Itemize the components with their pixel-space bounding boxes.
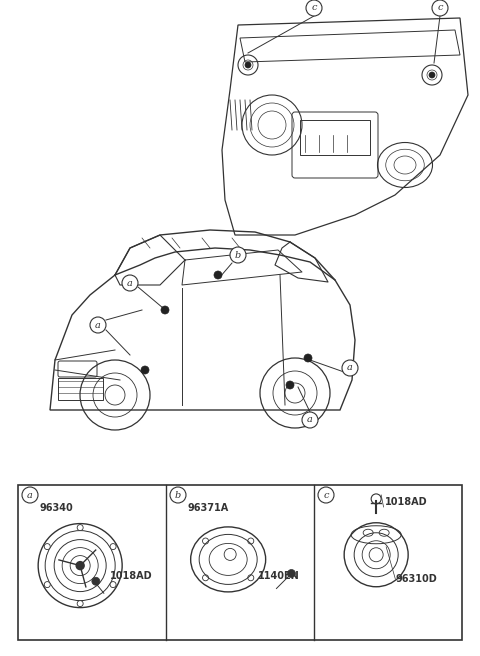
Text: 1018AD: 1018AD xyxy=(385,497,428,507)
Text: 1140EN: 1140EN xyxy=(258,571,300,581)
Text: 96340: 96340 xyxy=(40,503,74,513)
Circle shape xyxy=(92,577,100,585)
Circle shape xyxy=(77,601,83,607)
Text: a: a xyxy=(27,491,33,499)
Circle shape xyxy=(302,412,318,428)
Text: c: c xyxy=(311,3,317,12)
Circle shape xyxy=(90,317,106,333)
Circle shape xyxy=(230,247,246,263)
Circle shape xyxy=(141,366,149,374)
Circle shape xyxy=(170,487,186,503)
Circle shape xyxy=(44,544,50,550)
Circle shape xyxy=(76,562,84,569)
Circle shape xyxy=(245,62,251,68)
Text: a: a xyxy=(307,415,313,424)
Bar xyxy=(58,378,103,400)
Text: b: b xyxy=(235,251,241,260)
Circle shape xyxy=(77,525,83,531)
Circle shape xyxy=(214,271,222,279)
Circle shape xyxy=(304,354,312,362)
Circle shape xyxy=(318,487,334,503)
Text: c: c xyxy=(323,491,329,499)
Text: 1018AD: 1018AD xyxy=(110,571,152,581)
Text: b: b xyxy=(175,491,181,499)
Circle shape xyxy=(22,487,38,503)
Circle shape xyxy=(286,381,294,389)
Text: 96310D: 96310D xyxy=(396,574,437,584)
Circle shape xyxy=(122,275,138,291)
Bar xyxy=(18,485,462,640)
Text: a: a xyxy=(95,321,101,329)
Text: 96371A: 96371A xyxy=(188,503,229,513)
Circle shape xyxy=(306,0,322,16)
Circle shape xyxy=(432,0,448,16)
Text: a: a xyxy=(127,279,133,287)
Circle shape xyxy=(110,544,116,550)
Text: c: c xyxy=(437,3,443,12)
Circle shape xyxy=(110,582,116,588)
Circle shape xyxy=(44,582,50,588)
Text: a: a xyxy=(347,363,353,373)
Circle shape xyxy=(342,360,358,376)
Bar xyxy=(300,120,370,155)
Circle shape xyxy=(288,569,295,577)
Circle shape xyxy=(161,306,169,314)
Circle shape xyxy=(429,72,435,78)
